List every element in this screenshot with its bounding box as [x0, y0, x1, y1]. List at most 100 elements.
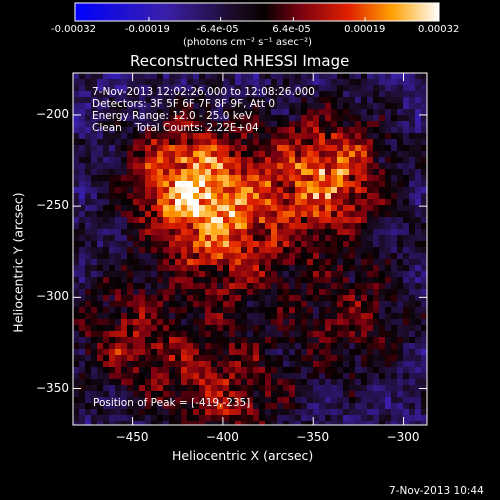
heatmap-cell: [403, 127, 410, 134]
heatmap-cell: [85, 265, 92, 272]
heatmap-cell: [403, 175, 410, 182]
heatmap-cell: [181, 361, 188, 368]
heatmap-cell: [355, 235, 362, 242]
heatmap-cell: [145, 241, 152, 248]
heatmap-cell: [397, 421, 404, 425]
heatmap-cell: [145, 325, 152, 332]
heatmap-cell: [157, 415, 164, 422]
heatmap-cell: [289, 277, 296, 284]
heatmap-cell: [307, 205, 314, 212]
heatmap-cell: [391, 97, 398, 104]
heatmap-cell: [277, 235, 284, 242]
heatmap-cell: [283, 217, 290, 224]
heatmap-cell: [253, 421, 260, 425]
heatmap-cell: [73, 109, 80, 116]
heatmap-cell: [253, 271, 260, 278]
heatmap-cell: [385, 199, 392, 206]
heatmap-cell: [259, 415, 266, 422]
heatmap-cell: [337, 409, 344, 416]
heatmap-cell: [217, 193, 224, 200]
heatmap-cell: [367, 337, 374, 344]
heatmap-cell: [379, 403, 386, 410]
heatmap-cell: [91, 85, 98, 92]
heatmap-cell: [127, 205, 134, 212]
heatmap-cell: [223, 385, 230, 392]
heatmap-cell: [313, 151, 320, 158]
heatmap-cell: [73, 271, 80, 278]
heatmap-cell: [217, 139, 224, 146]
heatmap-cell: [301, 109, 308, 116]
heatmap-cell: [85, 241, 92, 248]
heatmap-cell: [355, 373, 362, 380]
heatmap-cell: [97, 331, 104, 338]
heatmap-cell: [181, 133, 188, 140]
heatmap-cell: [115, 97, 122, 104]
heatmap-cell: [175, 409, 182, 416]
heatmap-cell: [157, 349, 164, 356]
heatmap-cell: [91, 259, 98, 266]
heatmap-cell: [109, 79, 116, 86]
heatmap-cell: [361, 169, 368, 176]
heatmap-cell: [313, 271, 320, 278]
colorbar-tick-label: -6.4e-05: [196, 24, 239, 35]
heatmap-cell: [277, 247, 284, 254]
heatmap-cell: [283, 325, 290, 332]
heatmap-cell: [319, 265, 326, 272]
heatmap-cell: [361, 337, 368, 344]
heatmap-cell: [373, 307, 380, 314]
heatmap-cell: [103, 403, 110, 410]
heatmap-cell: [73, 259, 80, 266]
heatmap-cell: [289, 421, 296, 425]
heatmap-cell: [211, 253, 218, 260]
heatmap-cell: [301, 169, 308, 176]
heatmap-cell: [79, 379, 86, 386]
heatmap-cell: [247, 409, 254, 416]
heatmap-cell: [109, 241, 116, 248]
heatmap-cell: [217, 229, 224, 236]
heatmap-cell: [403, 211, 410, 218]
heatmap-cell: [223, 259, 230, 266]
heatmap-cell: [289, 121, 296, 128]
heatmap-cell: [319, 157, 326, 164]
heatmap-cell: [283, 169, 290, 176]
heatmap-cell: [277, 277, 284, 284]
heatmap-cell: [229, 391, 236, 398]
heatmap-cell: [223, 421, 230, 425]
heatmap-cell: [181, 301, 188, 308]
heatmap-cell: [421, 115, 427, 122]
heatmap-cell: [337, 181, 344, 188]
heatmap-cell: [367, 115, 374, 122]
heatmap-cell: [211, 145, 218, 152]
heatmap-cell: [151, 379, 158, 386]
heatmap-cell: [277, 391, 284, 398]
heatmap-cell: [163, 253, 170, 260]
heatmap-cell: [271, 283, 278, 290]
heatmap-cell: [271, 115, 278, 122]
heatmap-cell: [157, 295, 164, 302]
heatmap-cell: [313, 109, 320, 116]
heatmap-cell: [349, 415, 356, 422]
heatmap-cell: [199, 115, 206, 122]
heatmap-cell: [247, 139, 254, 146]
heatmap-cell: [331, 295, 338, 302]
heatmap-cell: [133, 295, 140, 302]
heatmap-cell: [301, 265, 308, 272]
heatmap-cell: [85, 355, 92, 362]
heatmap-cell: [379, 217, 386, 224]
heatmap-cell: [277, 403, 284, 410]
heatmap-cell: [241, 283, 248, 290]
heatmap-cell: [163, 265, 170, 272]
heatmap-cell: [79, 391, 86, 398]
heatmap-cell: [145, 151, 152, 158]
heatmap-cell: [307, 337, 314, 344]
heatmap-cell: [187, 229, 194, 236]
heatmap-cell: [151, 271, 158, 278]
heatmap-cell: [157, 355, 164, 362]
heatmap-cell: [229, 253, 236, 260]
heatmap-cell: [211, 91, 218, 98]
heatmap-cell: [139, 313, 146, 320]
heatmap-cell: [319, 151, 326, 158]
heatmap-cell: [79, 133, 86, 140]
heatmap-cell: [415, 391, 422, 398]
heatmap-cell: [187, 97, 194, 104]
